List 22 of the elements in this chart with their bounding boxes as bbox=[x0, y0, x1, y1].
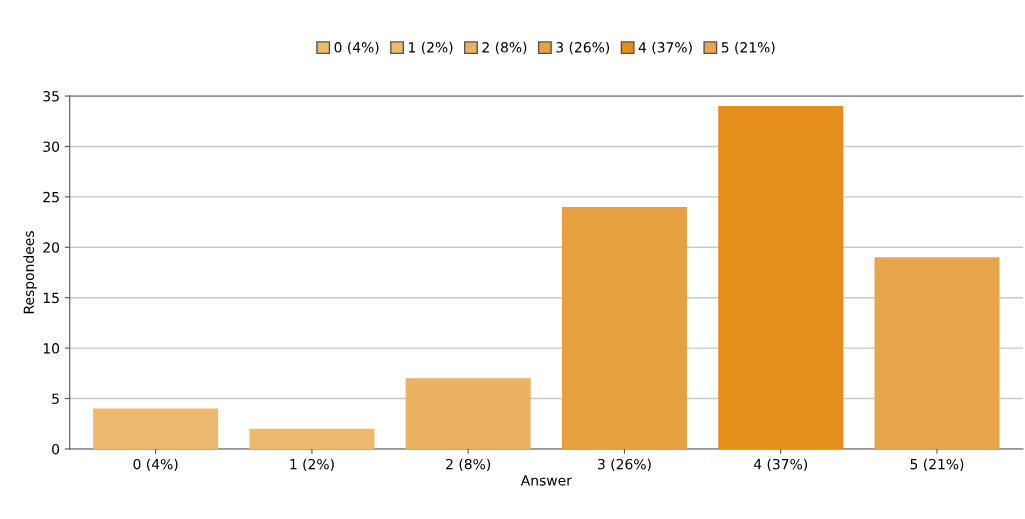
x-tick-label: 0 (4%) bbox=[133, 458, 178, 472]
legend-label: 2 (8%) bbox=[482, 41, 527, 55]
y-tick-label: 10 bbox=[43, 343, 60, 354]
y-tick-label: 25 bbox=[43, 191, 59, 203]
y-tick-label: 15 bbox=[43, 292, 59, 304]
y-tick-label: 5 bbox=[52, 393, 59, 404]
y-tick-label: 0 bbox=[52, 443, 60, 455]
y-tick-label: 20 bbox=[43, 242, 60, 253]
x-tick-label: 5 (21%) bbox=[910, 458, 964, 472]
legend-label: 0 (4%) bbox=[334, 41, 379, 55]
y-axis-title: Respondees bbox=[23, 231, 37, 314]
legend-label: 1 (2%) bbox=[409, 41, 453, 55]
x-tick-label: 2 (8%) bbox=[446, 458, 491, 472]
legend-label: 4 (37%) bbox=[638, 41, 692, 55]
y-tick-label: 35 bbox=[43, 90, 59, 102]
y-tick-label: 30 bbox=[43, 141, 60, 152]
x-tick-label: 3 (26%) bbox=[598, 458, 651, 472]
legend-label: 5 (21%) bbox=[721, 41, 775, 55]
x-tick-label: 1 (2%) bbox=[290, 458, 334, 472]
x-tick-label: 4 (37%) bbox=[753, 458, 808, 472]
x-axis-title: Answer bbox=[520, 475, 572, 486]
legend-label: 3 (26%) bbox=[556, 41, 610, 55]
